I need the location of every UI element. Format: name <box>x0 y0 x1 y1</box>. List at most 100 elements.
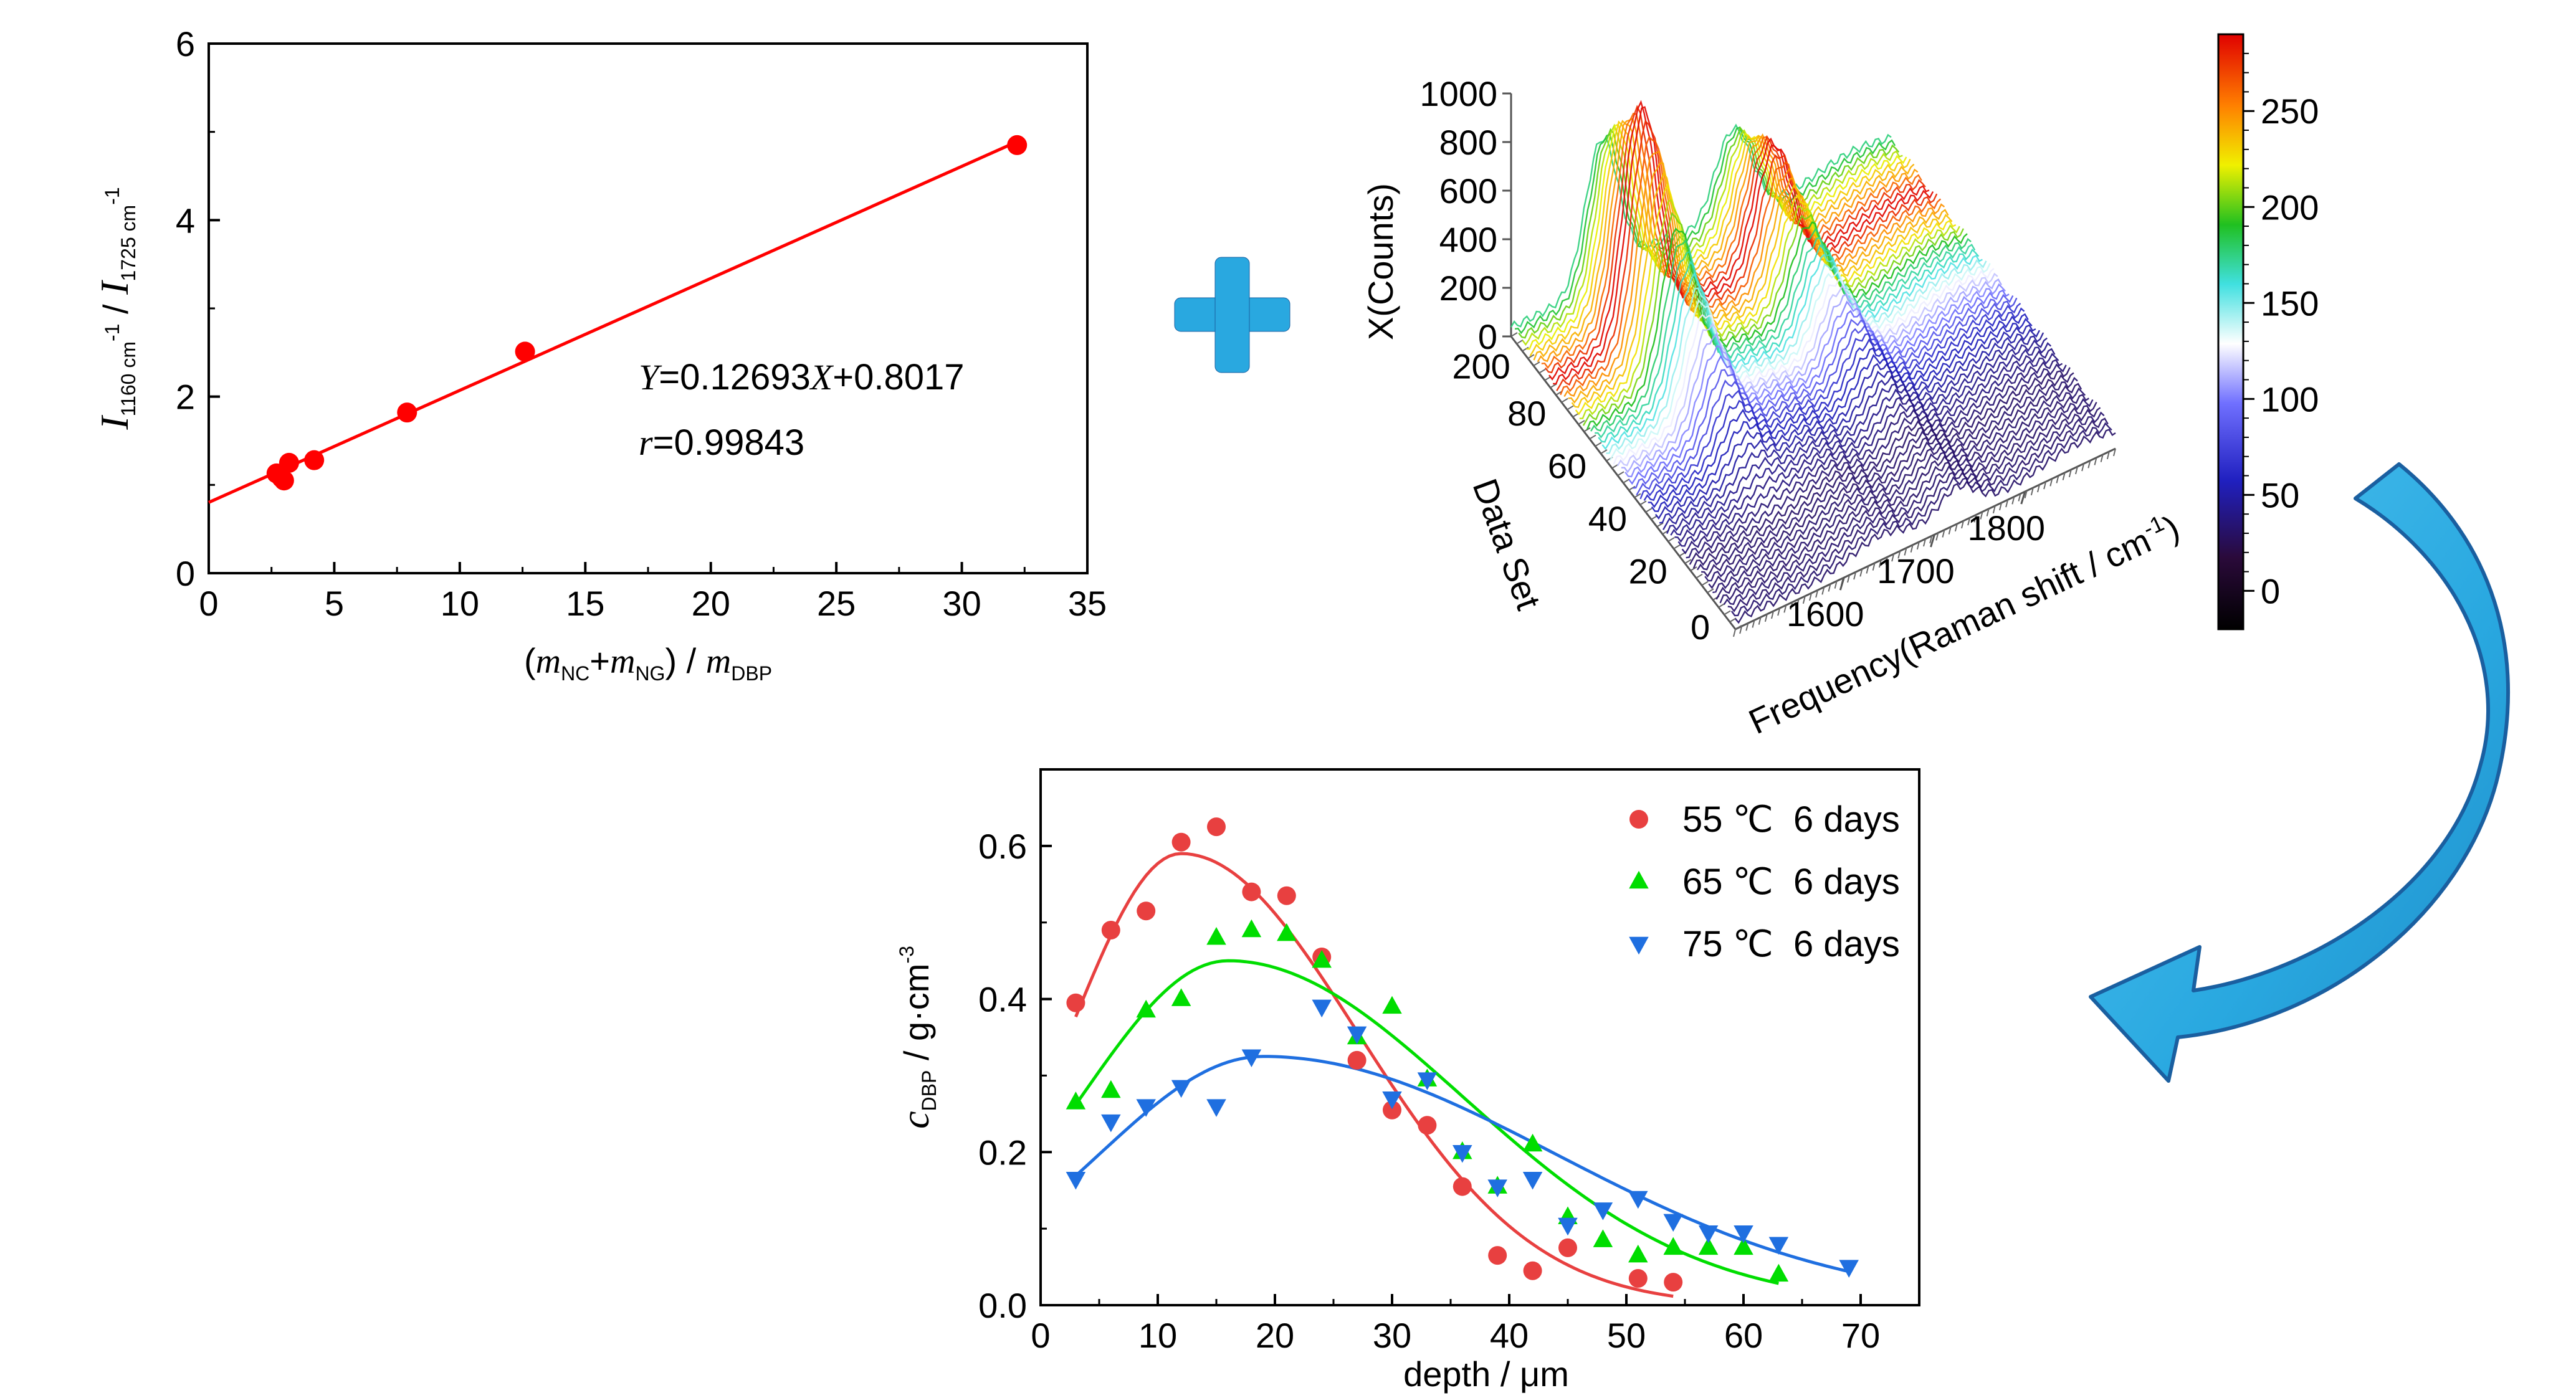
chart3-x-ticks: 0 10 20 30 40 50 60 70 <box>1031 1294 1920 1355</box>
chart2-dataset-tick-label: 0 <box>1691 607 1710 647</box>
chart3-data-point <box>1488 1246 1507 1265</box>
chart2-frequency-minor-tick <box>1771 611 1774 619</box>
chart3-data-point <box>1171 1080 1191 1098</box>
chart2-spectrum-trace <box>1701 383 2082 578</box>
chart2-frequency-minor-tick <box>1954 523 1958 532</box>
chart3-fit-curve <box>1074 852 1674 1298</box>
chart2-spectrum-trace <box>1651 318 2033 512</box>
chart2-spectrum-trace <box>1514 126 1896 335</box>
chart2-z-tick-label: 800 <box>1439 123 1497 162</box>
chart3-data-point <box>1522 1133 1543 1152</box>
chart2-frequency-minor-tick <box>1834 581 1838 589</box>
chart2-frequency-minor-tick <box>2094 457 2097 465</box>
chart3-data-point <box>1839 1260 1859 1278</box>
chart2-spectrum-trace <box>1601 253 1983 450</box>
chart2-frequency-minor-tick <box>1809 592 1812 601</box>
chart2-depth-minor-tick <box>1522 346 1529 352</box>
chart1-r-value: r=0.99843 <box>639 422 804 463</box>
chart3-data-point <box>1453 1177 1472 1196</box>
chart3-data-point <box>1066 993 1085 1012</box>
chart2-spectrum-trace <box>1616 272 1998 467</box>
chart2-spectrum-trace <box>1544 105 1926 374</box>
chart2-frequency-minor-tick <box>1897 551 1901 559</box>
chart2-spectrum-trace <box>1628 289 2010 485</box>
chart3-data-point <box>1242 882 1261 901</box>
chart2-depth-minor-tick <box>1516 339 1524 345</box>
chart1-x-tick-label: 0 <box>199 584 218 623</box>
chart2-depth-minor-tick <box>1589 434 1596 440</box>
chart3-data-point <box>1277 923 1297 941</box>
chart3-data-point <box>1698 1237 1719 1255</box>
chart2-depth-minor-tick <box>1701 581 1709 586</box>
chart2-spectrum-trace <box>1712 397 2094 594</box>
chart3-data-point <box>1664 1273 1683 1292</box>
chart2-spectrum-trace <box>1568 162 1949 404</box>
chart2-z-ticks: 0 200 400 600 800 1000 <box>1419 74 1511 356</box>
chart2-frequency-minor-tick <box>1948 526 1952 535</box>
depth-profile-chart: 0 10 20 30 40 50 60 70 0.0 0.2 0.4 0.6 55 ℃ 6 days… <box>893 768 1920 1394</box>
chart2-depth-minor-tick <box>1673 544 1681 549</box>
plus-icon <box>1174 257 1290 373</box>
chart2-frequency-minor-tick <box>2043 481 2047 490</box>
chart2-frequency-tick-mark <box>2020 491 2026 505</box>
chart2-spectrum-trace <box>1636 297 2018 496</box>
chart2-depth-minor-tick <box>1724 610 1731 616</box>
chart3-data-point <box>1277 886 1296 905</box>
chart2-frequency-minor-tick <box>1973 515 1977 523</box>
chart2-frequency-tick-label: 1800 <box>1967 508 2045 548</box>
chart2-spectrum-trace <box>1533 120 1915 361</box>
chart3-data-point <box>1487 1179 1507 1197</box>
chart2-spectrum-trace <box>1704 387 2086 582</box>
chart3-x-tick-label: 30 <box>1373 1316 1411 1355</box>
chart3-y-ticks: 0.0 0.2 0.4 0.6 <box>978 768 1052 1325</box>
chart2-depth-minor-tick <box>1583 427 1591 432</box>
chart2-z-tick-label: 200 <box>1439 269 1497 308</box>
chart3-data-point <box>1347 1026 1367 1045</box>
chart2-dataset-tick-label: 60 <box>1548 446 1586 485</box>
chart2-colorbar-tick-label: 150 <box>2261 283 2319 323</box>
chart3-y-tick-label: 0.2 <box>978 1133 1027 1172</box>
chart2-spectrum-trace <box>1692 372 2074 569</box>
chart2-depth-minor-tick <box>1707 588 1714 594</box>
chart2-spectrum-trace <box>1537 117 1919 363</box>
chart2-spectra-traces <box>1510 100 2116 624</box>
chart2-frequency-minor-tick <box>1745 623 1749 631</box>
chart3-data-point <box>1312 999 1332 1018</box>
chart2-spectrum-trace <box>1681 359 2063 554</box>
chart2-spectrum-trace <box>1518 126 1900 339</box>
chart3-fit-curve <box>1074 959 1779 1285</box>
chart3-data-point <box>1593 1202 1613 1220</box>
chart3-data-point <box>1734 1225 1753 1243</box>
chart2-spectrum-trace <box>1613 268 1995 465</box>
chart1-x-tick-label: 20 <box>692 584 730 623</box>
chart2-dataset-tick-label: 20 <box>1629 552 1667 591</box>
chart2-colorbar-ticks: 0 50 100 150 200 250 <box>2243 52 2319 611</box>
chart2-colorbar-tick-label: 250 <box>2261 92 2319 131</box>
chart2-depth-minor-tick <box>1639 500 1647 506</box>
chart2-depth-minor-tick <box>1667 537 1675 542</box>
chart2-frequency-minor-ticks <box>1733 448 2116 637</box>
chart2-z-tick-label: 600 <box>1439 171 1497 211</box>
chart2-z-tick-label: 400 <box>1439 220 1497 259</box>
chart2-colorbar-tick-label: 200 <box>2261 188 2319 227</box>
chart2-frequency-tick-label: 1700 <box>1877 551 1955 591</box>
chart3-x-tick-label: 60 <box>1724 1316 1763 1355</box>
chart3-data-point <box>1066 1172 1086 1190</box>
chart2-spectrum-trace <box>1563 150 1945 397</box>
chart2-frequency-minor-tick <box>1980 511 1983 520</box>
chart3-legend-marker <box>1629 810 1648 829</box>
chart1-x-tick-label: 25 <box>817 584 856 623</box>
chart3-data-point <box>1137 901 1156 921</box>
chart2-depth-minor-tick <box>1735 625 1742 630</box>
curved-arrow-icon <box>2089 462 2511 1083</box>
chart2-frequency-minor-tick <box>1828 584 1831 592</box>
chart2-spectrum-trace <box>1621 278 2002 473</box>
chart1-y-tick-label: 0 <box>176 554 195 593</box>
chart2-spectrum-trace <box>1735 429 2116 624</box>
chart3-data-point <box>1628 1269 1648 1288</box>
chart2-depth-minor-tick <box>1561 397 1568 403</box>
chart1-x-ticks: 0 5 10 15 20 25 30 35 <box>199 562 1107 623</box>
chart2-frequency-minor-tick <box>1872 563 1876 571</box>
